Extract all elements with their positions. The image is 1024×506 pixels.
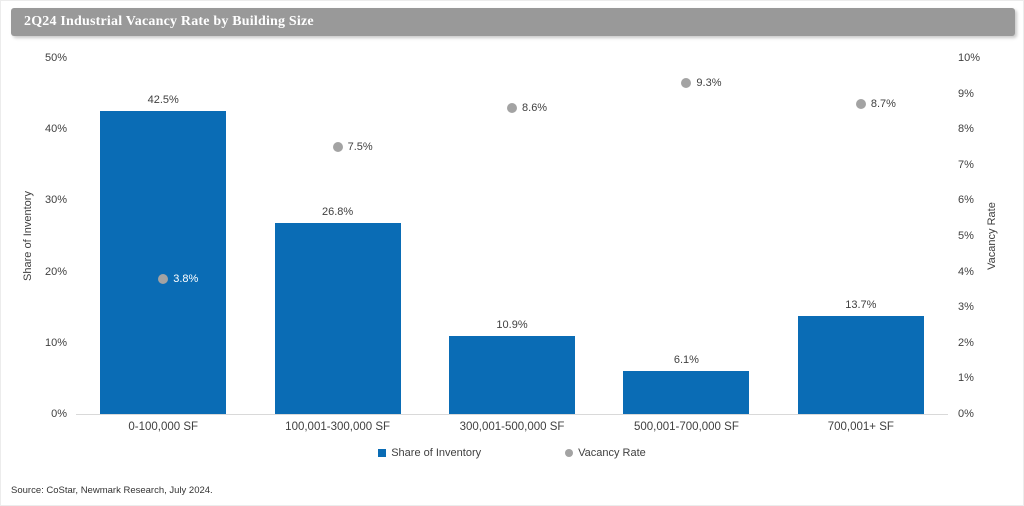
plot-area: 42.5% 3.8% 26.8% 7.5% 10.9% 8.6% 6.1% 9.3% 13.7%… — [76, 58, 948, 415]
vacancy-rate-dot — [855, 99, 866, 110]
right-axis-tick-label: 3% — [958, 301, 974, 314]
left-axis-tick-label: 20% — [44, 265, 67, 278]
category-slot: 26.8% 7.5% — [250, 58, 424, 414]
bar-value-label: 10.9% — [496, 319, 528, 332]
bar-value-label: 13.7% — [845, 299, 877, 312]
right-axis-tick-label: 0% — [958, 408, 974, 420]
inventory-share-bar — [274, 223, 401, 414]
bar-value-label: 42.5% — [147, 94, 179, 107]
left-axis-tick-label: 40% — [44, 123, 67, 136]
category-axis: 0-100,000 SF 100,001-300,000 SF 300,001-50… — [76, 421, 948, 433]
right-axis-tick-label: 8% — [958, 123, 974, 136]
inventory-share-bar — [623, 370, 750, 414]
right-axis-tick-label: 2% — [958, 336, 974, 349]
vacancy-rate-dot — [507, 102, 518, 113]
right-axis-tick-label: 10% — [958, 52, 981, 64]
inventory-share-bar — [797, 316, 924, 414]
right-axis-tick-label: 1% — [958, 372, 974, 385]
vacancy-rate-dot — [332, 142, 343, 152]
category-label: 700,001+ SF — [827, 421, 894, 433]
dot-value-label: 8.6% — [522, 101, 548, 114]
category-slot: 13.7% 8.7% — [774, 58, 948, 414]
category-label: 500,001-700,000 SF — [633, 421, 739, 433]
legend-item-share-of-inventory: Share of Inventory — [378, 447, 481, 459]
left-axis-tick-label: 10% — [44, 336, 67, 349]
dot-value-label: 3.8% — [173, 272, 199, 285]
left-axis-tick-label: 30% — [44, 194, 67, 207]
inventory-share-bar — [449, 336, 576, 414]
bar-value-label: 26.8% — [322, 206, 354, 219]
category-slot: 10.9% 8.6% — [425, 58, 599, 414]
source-note: Source: CoStar, Newmark Research, July 2… — [11, 485, 213, 496]
dot-value-label: 8.7% — [870, 98, 896, 111]
right-axis-tick-label: 4% — [958, 265, 974, 278]
dot-value-label: 9.3% — [696, 76, 722, 89]
right-axis-tick-label: 5% — [958, 230, 974, 242]
category-label: 300,001-500,000 SF — [459, 421, 565, 433]
right-axis-tick-label: 7% — [958, 158, 974, 171]
legend-item-vacancy-rate: Vacancy Rate — [565, 447, 646, 459]
right-axis-tick-label: 6% — [958, 194, 974, 207]
category-label: 0-100,000 SF — [128, 421, 199, 433]
chart-title-bar: 2Q24 Industrial Vacancy Rate by Building… — [11, 8, 1015, 36]
chart-title: 2Q24 Industrial Vacancy Rate by Building… — [24, 14, 314, 29]
legend-label-vacancy-rate: Vacancy Rate — [578, 447, 646, 459]
bar-series-marker-icon — [378, 449, 387, 457]
dot-value-label: 7.5% — [347, 141, 373, 153]
inventory-share-bar — [100, 111, 227, 414]
category-label: 100,001-300,000 SF — [285, 421, 391, 433]
bar-value-label: 6.1% — [673, 353, 699, 366]
right-axis-tick-label: 9% — [958, 87, 974, 100]
category-slot: 42.5% 3.8% — [76, 58, 250, 414]
dot-series-marker-icon — [565, 449, 574, 457]
left-axis-tick-label: 0% — [51, 408, 67, 420]
vacancy-rate-dot — [681, 77, 692, 88]
legend: Share of Inventory Vacancy Rate — [76, 447, 948, 459]
legend-label-share-of-inventory: Share of Inventory — [391, 447, 482, 459]
vacancy-rate-dot — [158, 273, 169, 284]
category-slot: 6.1% 9.3% — [599, 58, 773, 414]
left-axis-tick-label: 50% — [44, 52, 67, 64]
